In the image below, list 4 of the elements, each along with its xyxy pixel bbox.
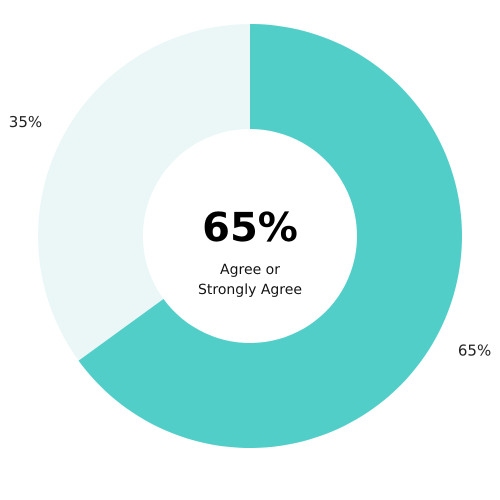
text: 65% [202, 205, 298, 251]
text: Agree or Strongly Agree [198, 262, 302, 298]
data-label: 65% [458, 342, 492, 360]
data-label: 35% [8, 112, 42, 131]
